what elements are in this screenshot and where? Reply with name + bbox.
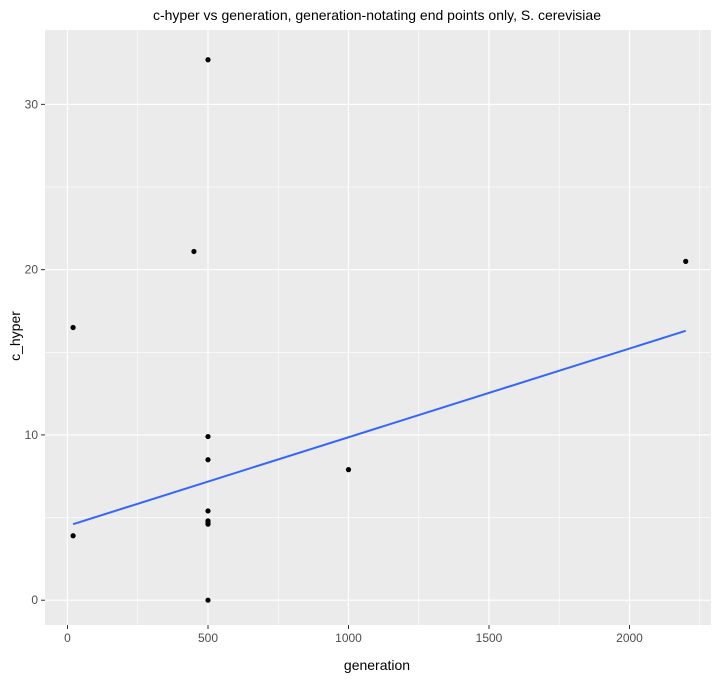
plot-panel: [45, 30, 711, 625]
data-point: [205, 433, 211, 440]
data-point: [205, 57, 211, 63]
data-point: [70, 324, 76, 331]
data-point: [345, 467, 352, 473]
data-point: [205, 457, 211, 463]
chart-title: c-hyper vs generation, generation-notati…: [153, 7, 601, 23]
regression-line: [72, 329, 687, 526]
minor-gridlines: [45, 30, 711, 625]
trend-line-layer: [72, 329, 687, 526]
data-point: [70, 533, 76, 539]
data-point: [205, 521, 211, 527]
y-axis-ticks: 0 10 20 30: [25, 97, 45, 607]
y-tick-label: 30: [25, 97, 39, 111]
data-point: [205, 597, 211, 603]
y-axis-title: c_hyper: [7, 311, 23, 361]
x-tick-label: 1000: [335, 631, 362, 645]
data-point: [205, 508, 211, 514]
x-tick-label: 0: [64, 631, 71, 645]
x-axis-ticks: 0 500 1000 1500 2000: [64, 625, 643, 645]
y-tick-label: 0: [31, 593, 38, 607]
x-tick-label: 500: [198, 631, 218, 645]
y-tick-label: 10: [25, 428, 39, 442]
x-axis-title: generation: [344, 657, 410, 673]
data-point: [683, 258, 689, 264]
x-tick-label: 1500: [476, 631, 503, 645]
y-tick-label: 20: [25, 263, 39, 277]
x-tick-label: 2000: [616, 631, 643, 645]
data-point: [191, 248, 197, 255]
data-points-layer: [70, 57, 689, 603]
